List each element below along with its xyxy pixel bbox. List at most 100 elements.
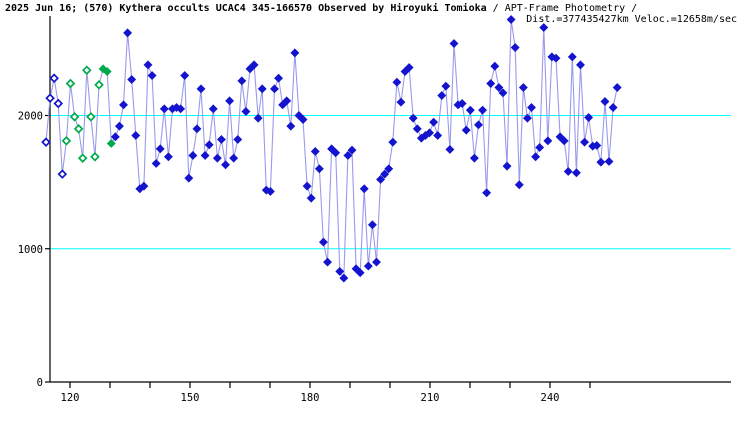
data-point-marker-filled-blue xyxy=(221,160,230,170)
data-point-marker-filled-blue xyxy=(176,104,186,114)
data-point-marker-filled-blue xyxy=(584,113,594,122)
data-point-marker-filled-blue xyxy=(225,96,235,106)
data-point-marker-filled-blue xyxy=(567,52,577,62)
data-point-marker-filled-blue xyxy=(522,113,532,123)
data-point-marker-filled-blue xyxy=(278,100,288,110)
data-point-marker-filled-blue xyxy=(535,143,545,152)
data-point-marker-filled-blue xyxy=(237,76,247,86)
data-point-marker-filled-blue xyxy=(384,164,394,174)
data-point-marker-filled-blue xyxy=(604,157,614,166)
x-tick-label-210: 210 xyxy=(421,392,440,404)
data-point-marker-filled-blue xyxy=(351,264,361,274)
data-point-marker-filled-blue xyxy=(323,257,332,267)
data-point-marker-open-blue xyxy=(49,73,59,83)
data-point-marker-filled-blue xyxy=(143,60,153,70)
data-point-marker-filled-blue xyxy=(376,175,386,184)
data-point-marker-filled-blue xyxy=(241,107,251,116)
data-point-marker-open-green xyxy=(65,78,76,89)
data-point-marker-open-green xyxy=(86,112,96,122)
chart-subtitle: Dist.=377435427km Veloc.=12658m/sec xyxy=(526,14,737,25)
data-point-marker-filled-blue xyxy=(204,140,214,150)
data-point-marker-filled-blue xyxy=(449,39,459,48)
x-tick-label-120: 120 xyxy=(61,392,80,404)
data-point-marker-filled-blue xyxy=(506,15,516,25)
data-point-marker-filled-blue xyxy=(119,100,128,110)
data-point-marker-filled-blue xyxy=(188,151,198,160)
data-point-marker-filled-blue xyxy=(159,104,169,114)
data-point-marker-filled-blue xyxy=(200,151,210,160)
x-tick-label-150: 150 xyxy=(181,392,200,404)
data-point-marker-open-green xyxy=(77,153,88,163)
data-point-marker-filled-blue xyxy=(123,28,133,38)
data-point-marker-filled-blue xyxy=(196,84,206,94)
data-point-marker-filled-blue xyxy=(474,120,483,130)
data-point-marker-filled-blue xyxy=(490,61,500,71)
data-point-marker-filled-blue xyxy=(571,168,581,178)
data-point-marker-filled-blue xyxy=(404,63,414,72)
data-point-marker-filled-blue xyxy=(298,115,308,124)
data-point-marker-filled-blue xyxy=(510,43,520,52)
data-point-marker-filled-blue xyxy=(359,184,369,194)
data-point-marker-filled-blue xyxy=(343,151,353,160)
data-point-marker-filled-blue xyxy=(412,124,422,134)
data-point-marker-filled-blue xyxy=(314,164,324,174)
data-point-marker-filled-blue xyxy=(270,84,279,94)
data-point-marker-filled-blue xyxy=(600,97,610,106)
data-point-marker-filled-blue xyxy=(539,23,549,33)
data-point-marker-filled-blue xyxy=(331,148,341,158)
data-point-marker-filled-blue xyxy=(192,124,202,134)
data-point-marker-filled-blue xyxy=(461,125,471,135)
data-point-marker-filled-blue xyxy=(531,152,541,162)
data-point-marker-filled-blue xyxy=(127,75,137,84)
data-point-marker-filled-blue xyxy=(229,153,239,163)
data-point-marker-filled-blue xyxy=(486,79,496,88)
data-point-marker-filled-blue xyxy=(555,132,565,142)
data-point-marker-filled-blue xyxy=(282,96,292,106)
data-point-marker-filled-green xyxy=(102,67,112,76)
data-point-marker-filled-blue xyxy=(429,117,439,127)
data-point-marker-filled-blue xyxy=(392,77,402,87)
data-point-marker-filled-blue xyxy=(580,137,590,147)
data-point-marker-filled-blue xyxy=(147,71,157,80)
x-tick-label-240: 240 xyxy=(541,392,560,404)
data-point-marker-filled-blue xyxy=(494,83,504,92)
data-point-marker-open-blue xyxy=(41,137,51,147)
data-point-marker-filled-blue xyxy=(433,131,443,140)
data-point-marker-filled-blue xyxy=(253,113,263,123)
chart-title-photometry: / APT-Frame Photometry / xyxy=(486,3,638,14)
data-point-marker-filled-blue xyxy=(367,220,377,230)
data-point-marker-filled-blue xyxy=(249,60,259,70)
data-point-marker-filled-blue xyxy=(388,137,398,147)
data-point-marker-filled-blue xyxy=(310,147,320,156)
y-tick-label-0: 0 xyxy=(37,377,43,389)
data-point-marker-filled-blue xyxy=(408,113,418,123)
data-point-marker-filled-blue xyxy=(151,159,161,168)
data-point-marker-filled-blue xyxy=(543,136,553,146)
data-point-marker-filled-blue xyxy=(245,64,255,74)
data-point-marker-filled-blue xyxy=(563,167,573,176)
data-point-marker-filled-blue xyxy=(114,121,124,131)
data-point-marker-filled-blue xyxy=(551,53,561,63)
chart-title: 2025 Jun 16; (570) Kythera occults UCAC4… xyxy=(5,3,637,15)
data-point-marker-filled-blue xyxy=(498,88,508,98)
data-point-marker-open-green xyxy=(73,124,84,134)
data-point-marker-filled-blue xyxy=(139,181,149,191)
data-point-marker-filled-blue xyxy=(302,181,312,191)
data-point-marker-filled-blue xyxy=(441,81,451,91)
data-point-marker-filled-blue xyxy=(380,169,390,179)
data-point-marker-open-blue xyxy=(57,169,68,179)
data-point-marker-filled-blue xyxy=(110,132,120,142)
data-point-marker-filled-blue xyxy=(286,121,296,131)
data-point-marker-filled-blue xyxy=(612,83,622,92)
data-point-marker-open-green xyxy=(69,112,80,122)
data-point-marker-filled-blue xyxy=(131,131,141,140)
x-tick-label-180: 180 xyxy=(301,392,320,404)
data-point-marker-filled-blue xyxy=(425,128,434,138)
data-point-marker-open-green xyxy=(81,65,92,75)
data-point-marker-filled-blue xyxy=(457,99,467,108)
data-point-marker-filled-blue xyxy=(469,153,479,163)
data-point-marker-filled-blue xyxy=(155,144,165,154)
data-point-marker-filled-blue xyxy=(445,145,455,154)
